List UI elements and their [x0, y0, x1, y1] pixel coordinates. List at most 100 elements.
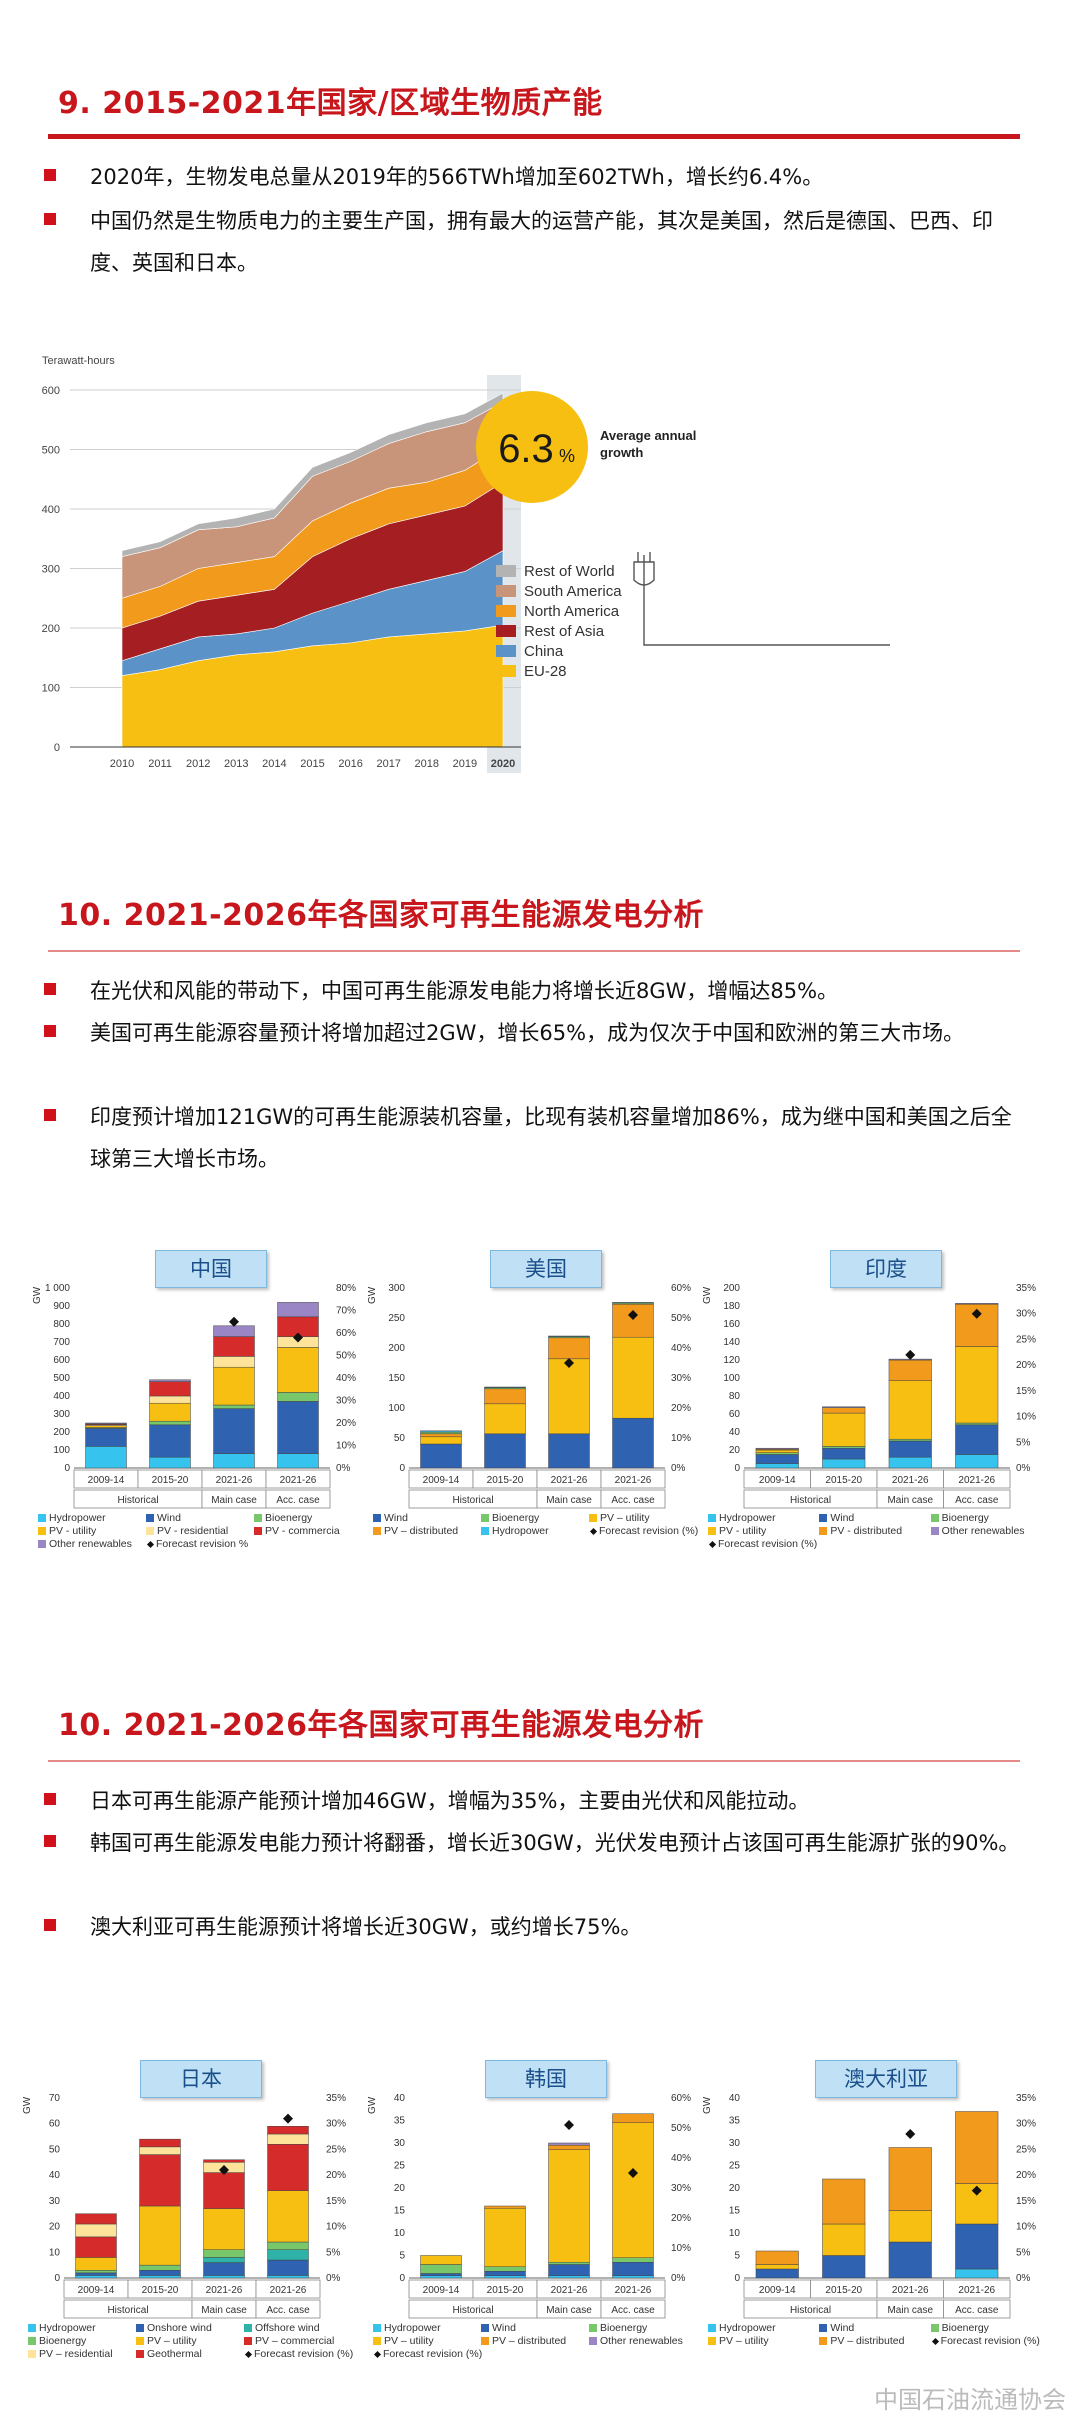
category-label: 2021-26 [551, 2285, 588, 2296]
bar-segment [955, 1346, 999, 1424]
bar-segment [277, 1347, 319, 1393]
forecast-revision-marker [971, 1308, 982, 1319]
bar-segment [203, 2159, 245, 2163]
y2-tick-label: 10% [671, 1433, 691, 1444]
bar-segment [203, 2275, 245, 2279]
forecast-revision-marker [971, 2185, 982, 2196]
x-tick-label: 2013 [224, 758, 248, 770]
legend-label: PV – distributed [384, 1525, 459, 1537]
y-tick-label: 40 [49, 2170, 61, 2181]
bar-segment [139, 2205, 181, 2266]
bar-segment [955, 2223, 999, 2270]
legend-item: Geothermal [136, 2348, 202, 2360]
bar-segment [213, 1325, 255, 1337]
legend-swatch [819, 1514, 828, 1523]
bar-segment [484, 1403, 526, 1435]
y-tick-label: 250 [388, 1313, 405, 1324]
legend-item: Bioenergy [481, 1512, 539, 1524]
section1-bullet-2: 中国仍然是生物质电力的主要生产国，拥有最大的运营产能，其次是美国，然后是德国、巴… [44, 200, 1024, 284]
y-tick-label: 700 [53, 1337, 70, 1348]
bar-segment [139, 2275, 181, 2279]
bullet-marker [44, 169, 56, 181]
legend-item: Wind [146, 1512, 181, 1524]
legend-item: Hydropower [373, 2322, 441, 2334]
bullet-marker [44, 213, 56, 225]
legend-label: Offshore wind [255, 2322, 320, 2334]
y2-tick-label: 60% [336, 1328, 356, 1339]
badge-value: 6.3 [498, 427, 554, 471]
legend-swatch [708, 1540, 717, 1548]
y-tick-label: 400 [42, 504, 60, 516]
legend-swatch [708, 2324, 716, 2333]
y-tick-label: 0 [64, 1463, 70, 1474]
bar-segment [420, 1443, 462, 1469]
bar-segment [548, 2149, 590, 2263]
section2-title: 10. 2021-2026年各国家可再生能源发电分析 [58, 898, 705, 933]
legend-swatch [254, 1514, 262, 1523]
y-tick-label: 35 [729, 2116, 741, 2127]
legend-item: PV - utility [38, 1525, 96, 1537]
legend-item: Hydropower [28, 2322, 96, 2334]
legend-item: Onshore wind [136, 2322, 212, 2334]
y-tick-label: 150 [388, 1373, 405, 1384]
bar-segment [612, 2275, 654, 2279]
bar-segment [484, 1386, 526, 1388]
y2-tick-label: 40% [336, 1373, 356, 1384]
y-tick-label: 20 [49, 2222, 61, 2233]
legend-item: Forecast revision (%) [708, 1538, 817, 1550]
legend-item: Wind [373, 1512, 408, 1524]
bullet-text: 美国可再生能源容量预计将增加超过2GW，增长65%，成为仅次于中国和欧洲的第三大… [90, 1021, 965, 1045]
group-label: Historical [107, 2305, 148, 2316]
y2-tick-label: 30% [671, 2183, 691, 2194]
group-box [255, 2299, 321, 2319]
legend-label: PV - residential [157, 1525, 229, 1537]
legend-label: PV – utility [147, 2335, 197, 2347]
legend-label: Wind [830, 2322, 855, 2334]
bar-segment [203, 2262, 245, 2276]
legend-label: PV – commercial [255, 2335, 335, 2347]
legend-label: North America [524, 603, 620, 620]
y2-tick-label: 20% [326, 2170, 346, 2181]
legend-swatch [373, 2324, 381, 2333]
y2-tick-label: 50% [671, 2123, 691, 2134]
bar-segment [139, 2270, 181, 2276]
y-tick-label: 35 [394, 2116, 406, 2127]
y-tick-label: 1 000 [45, 1283, 70, 1294]
legend-item: Wind [819, 1512, 854, 1524]
bar-segment [484, 2271, 526, 2276]
y2-tick-label: 80% [336, 1283, 356, 1294]
y2-tick-label: 35% [1016, 1283, 1036, 1294]
y-tick-label: 50 [49, 2144, 61, 2155]
legend-label: Hydropower [719, 2322, 776, 2334]
legend-swatch [496, 665, 516, 677]
legend-item: PV – distributed [373, 1525, 458, 1537]
y2-tick-label: 30% [671, 1373, 691, 1384]
bar-chart-svg: GW 0 5 10 15 20 25 30 35 40 0% 5% 10% 15% 20% 25% 30% 35%… [702, 2093, 1036, 2319]
bar-segment [277, 1453, 319, 1469]
legend-swatch [481, 1514, 489, 1523]
bar-segment [484, 2205, 526, 2209]
y-tick-label: 20 [394, 2183, 406, 2194]
bar-segment [822, 1458, 866, 1469]
y-tick-label: 600 [53, 1355, 70, 1366]
forecast-revision-marker [564, 2120, 574, 2130]
group-box [943, 2299, 1011, 2319]
y-tick-label: 25 [394, 2161, 406, 2172]
bar-segment [888, 2147, 932, 2211]
bar-segment [267, 2126, 309, 2135]
bar-segment [548, 2145, 590, 2150]
country-name-label: 印度 [830, 1250, 942, 1288]
bar-segment [420, 1436, 462, 1445]
bar-segment [755, 2268, 799, 2279]
y2-tick-label: 0% [336, 1463, 351, 1474]
legend-item: Bioenergy [589, 2322, 647, 2334]
y-tick-label: 0 [734, 2273, 740, 2284]
bullet-marker [44, 1109, 56, 1121]
bullet-text: 印度预计增加121GW的可再生能源装机容量，比现有装机容量增加86%，成为继中国… [90, 1105, 1012, 1171]
section3-bullet-3: 澳大利亚可再生能源预计将增长近30GW，或约增长75%。 [44, 1906, 1024, 1948]
bar-segment [420, 2255, 462, 2265]
legend-swatch [708, 2337, 716, 2346]
y-tick-label: 30 [729, 2138, 741, 2149]
bar-chart-svg: GW 0 5 10 15 20 25 30 35 40 0% 10% 20% 30% 40% 50% 60% 20… [367, 2093, 691, 2319]
legend-label: Hydropower [49, 1512, 106, 1524]
